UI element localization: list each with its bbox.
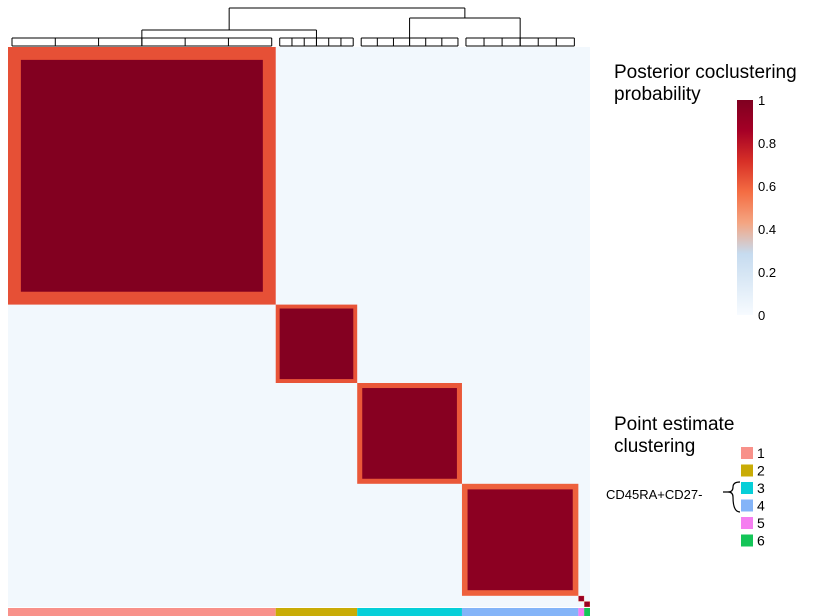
heatmap-block-cluster-6 [584, 601, 590, 607]
legend-swatch-2 [741, 464, 753, 477]
cluster-legend: 1 23 45 6 [741, 445, 765, 549]
cluster-bar-segment-1 [8, 608, 276, 616]
colorbar-tick-label: 0.8 [758, 136, 776, 151]
dendrogram [11, 7, 575, 47]
legend-label-3: 3 [757, 480, 765, 496]
legend-label-2: 2 [757, 463, 765, 479]
cluster-assignment-bar [8, 608, 590, 616]
cluster-bar-segment-6 [584, 608, 590, 616]
cluster-bar-segment-4 [461, 608, 579, 616]
legend-swatch-6 [741, 534, 753, 547]
cluster-bar-segment-2 [275, 608, 358, 616]
colorbar-tick-label: 0 [758, 308, 765, 323]
legend-title: Point estimate clustering [614, 414, 734, 457]
heatmap-block-cluster-3 [362, 388, 457, 479]
heatmap-block-cluster-5 [578, 596, 584, 602]
colorbar-tick-label: 0.6 [758, 179, 776, 194]
cluster-bar-segment-5 [578, 608, 585, 616]
legend-swatch-5 [741, 517, 753, 529]
heatmap [8, 47, 590, 607]
heatmap-block-cluster-2 [279, 308, 354, 380]
legend-swatch-4 [741, 499, 753, 512]
annotation-bracket [723, 481, 741, 513]
legend-swatch-1 [741, 447, 753, 459]
cluster-bar-segment-3 [357, 608, 462, 616]
colorbar [737, 100, 753, 315]
legend-label-1: 1 [757, 445, 765, 461]
legend-label-4: 4 [757, 498, 765, 514]
colorbar-tick-label: 0.2 [758, 265, 776, 280]
colorbar-title: Posterior coclustering probability [614, 62, 797, 105]
legend-label-5: 5 [757, 515, 765, 531]
colorbar-tick-label: 1 [758, 93, 765, 108]
heatmap-block-cluster-4 [467, 489, 573, 591]
colorbar-tick-label: 0.4 [758, 222, 776, 237]
annotation-label: CD45RA+CD27- [606, 487, 702, 502]
legend-swatch-3 [741, 482, 753, 494]
legend-label-6: 6 [757, 533, 765, 549]
colorbar-ticks: 1 0.8 0.6 0.4 0.2 0 [758, 93, 776, 323]
heatmap-block-cluster-1 [20, 59, 263, 292]
